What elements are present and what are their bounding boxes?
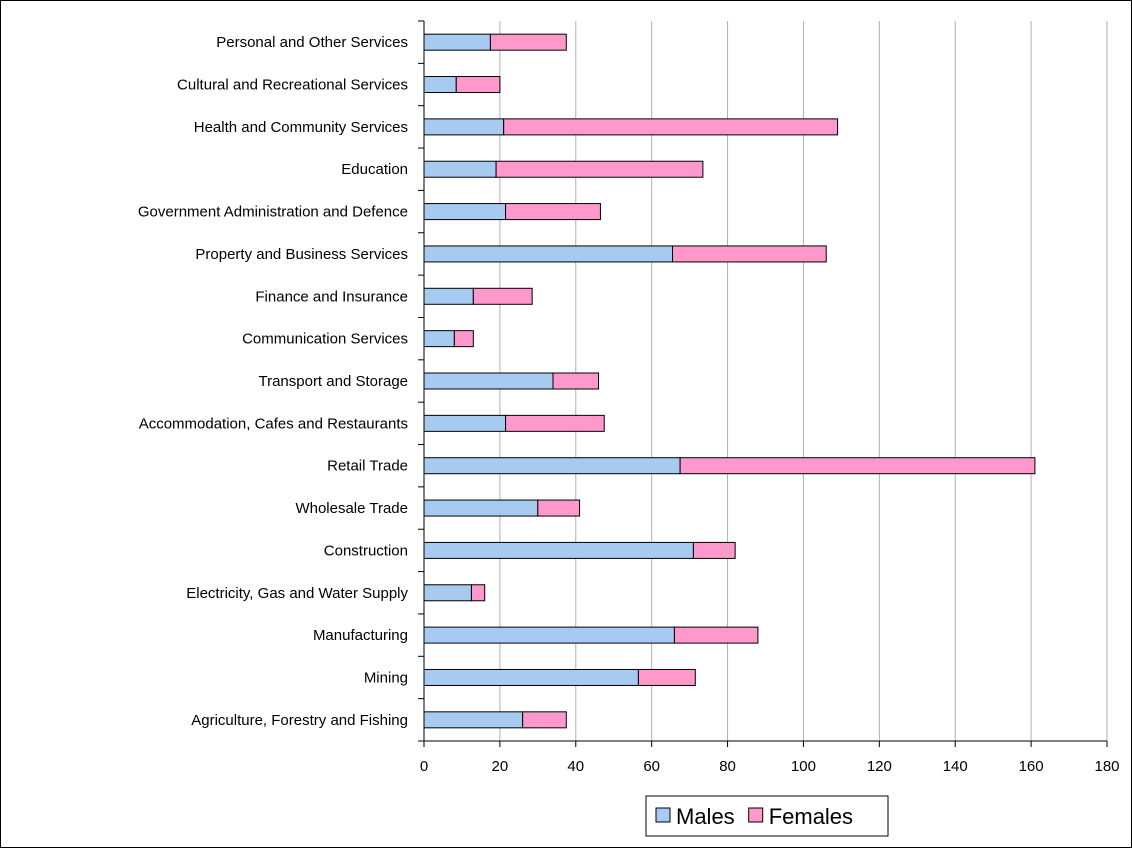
x-tick-label-80: 80	[719, 758, 736, 775]
legend-box	[645, 795, 889, 837]
bar-females-electricity-gas-and-water-supply	[470, 584, 486, 602]
category-label-retail-trade: Retail Trade	[327, 458, 408, 475]
bar-females-personal-and-other-services	[489, 33, 567, 51]
category-label-government-administration-and-defence: Government Administration and Defence	[138, 204, 408, 221]
bar-females-wholesale-trade	[537, 499, 581, 517]
x-tick-label-160: 160	[1019, 758, 1044, 775]
category-label-accommodation-cafes-and-restaurants: Accommodation, Cafes and Restaurants	[139, 415, 408, 432]
legend-swatch-females	[748, 807, 764, 823]
bar-males-health-and-community-services	[423, 118, 505, 136]
bar-females-mining	[637, 668, 696, 686]
category-label-finance-and-insurance: Finance and Insurance	[255, 288, 408, 305]
category-label-mining: Mining	[364, 669, 408, 686]
category-label-transport-and-storage: Transport and Storage	[258, 373, 408, 390]
bar-females-property-and-business-services	[672, 245, 827, 263]
bar-females-finance-and-insurance	[472, 287, 533, 305]
bar-males-cultural-and-recreational-services	[423, 76, 457, 94]
bar-females-manufacturing	[673, 626, 759, 644]
category-labels: Personal and Other Services Cultural and …	[138, 34, 409, 729]
category-label-education: Education	[341, 161, 408, 178]
bar-males-government-administration-and-defence	[423, 203, 507, 221]
category-label-wholesale-trade: Wholesale Trade	[295, 500, 408, 517]
x-tick-label-60: 60	[643, 758, 660, 775]
category-label-cultural-and-recreational-services: Cultural and Recreational Services	[177, 77, 408, 94]
category-label-agriculture-forestry-and-fishing: Agriculture, Forestry and Fishing	[191, 712, 408, 729]
bar-females-health-and-community-services	[503, 118, 839, 136]
axes	[418, 20, 1108, 747]
category-label-health-and-community-services: Health and Community Services	[194, 119, 408, 136]
bar-females-agriculture-forestry-and-fishing	[522, 711, 567, 729]
x-tick-label-180: 180	[1094, 758, 1119, 775]
bar-females-cultural-and-recreational-services	[455, 76, 501, 94]
x-tick-label-100: 100	[791, 758, 816, 775]
category-label-manufacturing: Manufacturing	[313, 627, 408, 644]
category-label-property-and-business-services: Property and Business Services	[195, 246, 408, 263]
bar-males-construction	[423, 541, 694, 559]
bar-males-education	[423, 160, 497, 178]
bars	[423, 33, 1036, 729]
x-tick-label-0: 0	[420, 758, 428, 775]
x-tick-labels: 0 20 40 60 80 100 120 140 160 180	[420, 758, 1120, 775]
legend: Males Females	[645, 795, 889, 837]
bar-males-finance-and-insurance	[423, 287, 474, 305]
category-label-personal-and-other-services: Personal and Other Services	[216, 34, 408, 51]
x-tick-label-20: 20	[492, 758, 509, 775]
bar-males-agriculture-forestry-and-fishing	[423, 711, 524, 729]
bar-females-accommodation-cafes-and-restaurants	[505, 414, 605, 432]
legend-label-females: Females	[769, 804, 853, 829]
bar-females-retail-trade	[679, 457, 1036, 475]
bar-males-personal-and-other-services	[423, 33, 491, 51]
bar-females-construction	[692, 541, 736, 559]
category-label-electricity-gas-and-water-supply: Electricity, Gas and Water Supply	[186, 585, 408, 602]
gridlines	[499, 21, 1108, 741]
bar-males-electricity-gas-and-water-supply	[423, 584, 472, 602]
category-label-communication-services: Communication Services	[242, 331, 408, 348]
x-tick-label-120: 120	[867, 758, 892, 775]
bar-males-retail-trade	[423, 457, 681, 475]
x-tick-label-140: 140	[943, 758, 968, 775]
bar-females-transport-and-storage	[552, 372, 600, 390]
bar-males-communication-services	[423, 330, 455, 348]
bar-females-government-administration-and-defence	[505, 203, 601, 221]
bar-males-property-and-business-services	[423, 245, 674, 263]
bar-males-accommodation-cafes-and-restaurants	[423, 414, 507, 432]
bar-females-communication-services	[453, 330, 474, 348]
bar-males-wholesale-trade	[423, 499, 539, 517]
bar-males-transport-and-storage	[423, 372, 554, 390]
bar-females-education	[495, 160, 704, 178]
bar-males-mining	[423, 668, 639, 686]
bar-males-manufacturing	[423, 626, 675, 644]
x-tick-label-40: 40	[567, 758, 584, 775]
category-label-construction: Construction	[324, 542, 408, 559]
legend-swatch-males	[655, 807, 671, 823]
legend-label-males: Males	[676, 804, 735, 829]
